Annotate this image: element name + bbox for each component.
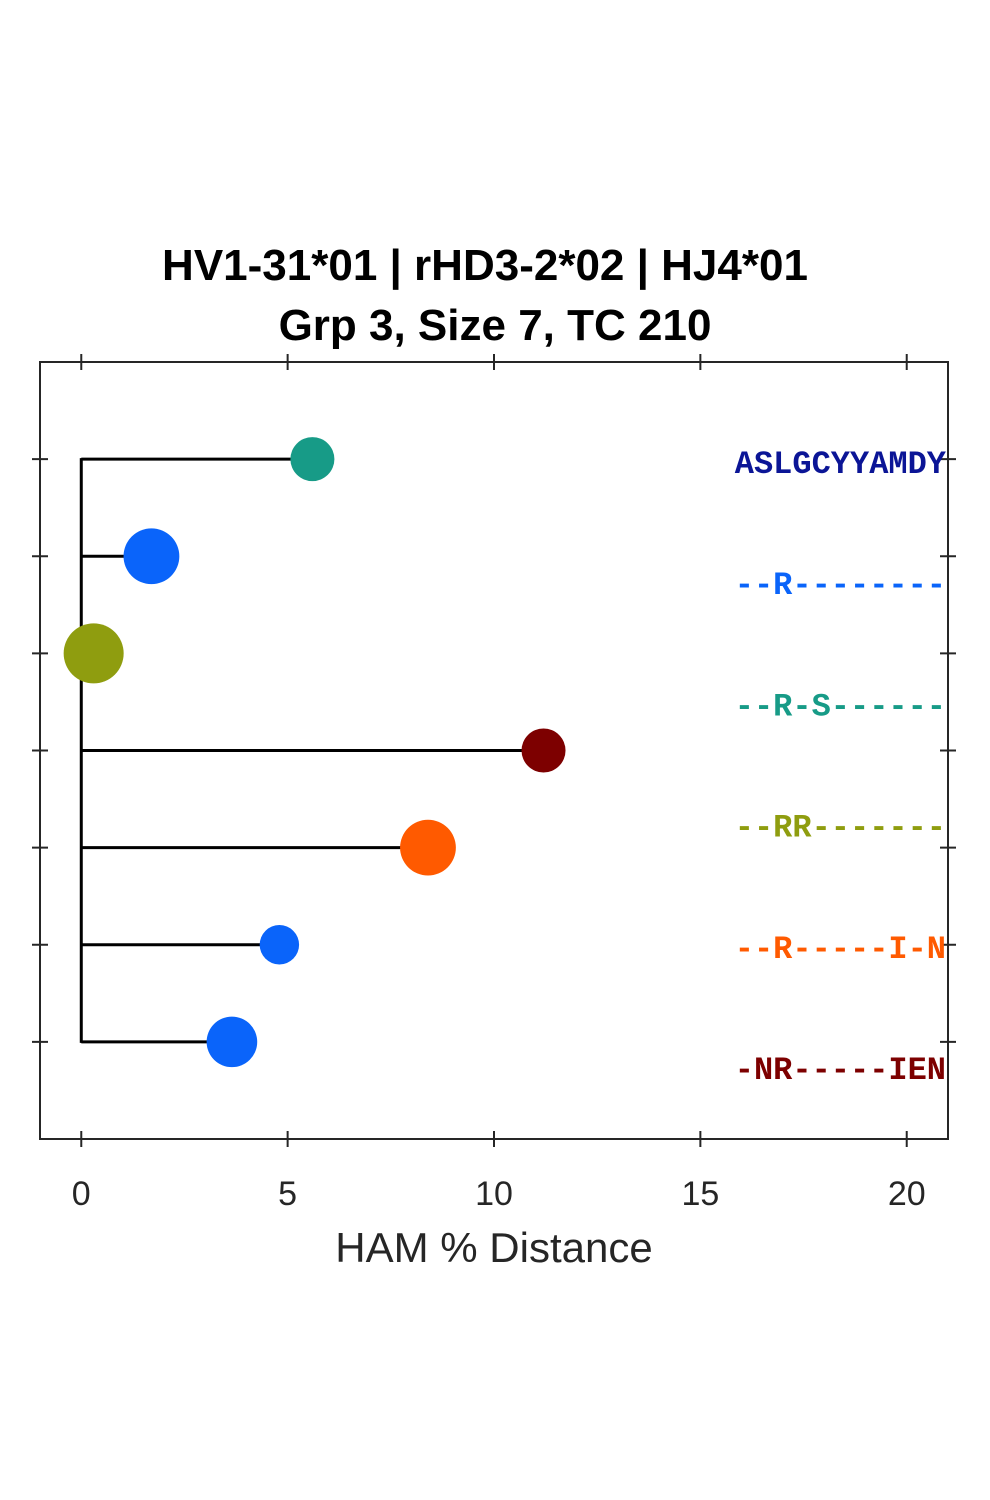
sequence-label: ASLGCYYAMDY bbox=[735, 446, 947, 483]
tree-nodes bbox=[63, 437, 566, 1068]
tree-node bbox=[290, 437, 335, 482]
x-axis-label: HAM % Distance bbox=[335, 1224, 652, 1271]
sequence-label: -NR-----IEN bbox=[735, 1052, 946, 1089]
sequence-alignment: ASLGCYYAMDY --R-------- --R-S------ --RR---… bbox=[735, 446, 947, 1089]
tree-node bbox=[123, 528, 180, 585]
x-tick-labels: 0 5 10 15 20 bbox=[72, 1175, 926, 1213]
axis-ticks bbox=[32, 354, 956, 1147]
chart-title-line-1: HV1-31*01 | rHD3-2*02 | HJ4*01 bbox=[162, 241, 808, 291]
sequence-label: --R-----I-N bbox=[735, 931, 946, 968]
chart-title-line-2: Grp 3, Size 7, TC 210 bbox=[279, 301, 712, 350]
x-tick-label: 10 bbox=[475, 1175, 513, 1213]
x-tick-label: 0 bbox=[72, 1175, 91, 1213]
x-tick-label: 20 bbox=[888, 1175, 926, 1213]
sequence-label: --RR------- bbox=[735, 810, 946, 847]
tree-branches bbox=[79, 457, 544, 1044]
x-tick-label: 15 bbox=[681, 1175, 719, 1213]
tree-node bbox=[259, 925, 300, 965]
sequence-label: --R-S------ bbox=[735, 688, 946, 725]
tree-node bbox=[206, 1016, 258, 1068]
tree-node bbox=[521, 728, 566, 773]
x-tick-label: 5 bbox=[278, 1175, 297, 1213]
tree-node bbox=[63, 623, 124, 684]
tree-node bbox=[400, 819, 456, 876]
sequence-label: --R-------- bbox=[735, 567, 946, 604]
